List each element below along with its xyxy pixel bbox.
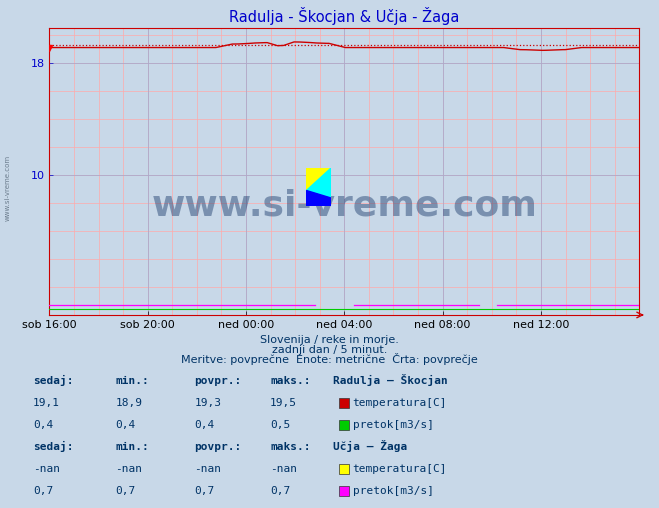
Text: 0,7: 0,7	[194, 486, 215, 496]
Text: zadnji dan / 5 minut.: zadnji dan / 5 minut.	[272, 345, 387, 355]
Text: temperatura[C]: temperatura[C]	[353, 398, 447, 408]
Text: -nan: -nan	[115, 464, 142, 474]
Text: pretok[m3/s]: pretok[m3/s]	[353, 486, 434, 496]
Text: Radulja – Škocjan: Radulja – Škocjan	[333, 373, 447, 386]
Text: sedaj:: sedaj:	[33, 374, 73, 386]
Polygon shape	[306, 190, 331, 206]
Text: maks.:: maks.:	[270, 441, 310, 452]
Text: 0,7: 0,7	[115, 486, 136, 496]
Text: 0,7: 0,7	[33, 486, 53, 496]
Text: 18,9: 18,9	[115, 398, 142, 408]
Text: 19,3: 19,3	[194, 398, 221, 408]
Polygon shape	[306, 168, 331, 198]
Text: min.:: min.:	[115, 375, 149, 386]
Text: -nan: -nan	[270, 464, 297, 474]
Text: min.:: min.:	[115, 441, 149, 452]
Polygon shape	[306, 168, 331, 190]
Text: www.si-vreme.com: www.si-vreme.com	[152, 189, 537, 223]
Text: temperatura[C]: temperatura[C]	[353, 464, 447, 474]
Text: www.si-vreme.com: www.si-vreme.com	[5, 155, 11, 221]
Text: 19,5: 19,5	[270, 398, 297, 408]
Title: Radulja - Škocjan & Učja - Žaga: Radulja - Škocjan & Učja - Žaga	[229, 8, 459, 25]
Text: Meritve: povprečne  Enote: metrične  Črta: povprečje: Meritve: povprečne Enote: metrične Črta:…	[181, 353, 478, 365]
Text: -nan: -nan	[33, 464, 60, 474]
Text: pretok[m3/s]: pretok[m3/s]	[353, 420, 434, 430]
Text: Učja – Žaga: Učja – Žaga	[333, 439, 407, 452]
Text: 0,4: 0,4	[33, 420, 53, 430]
Text: Slovenija / reke in morje.: Slovenija / reke in morje.	[260, 335, 399, 345]
Text: 0,4: 0,4	[115, 420, 136, 430]
Text: -nan: -nan	[194, 464, 221, 474]
Text: 0,4: 0,4	[194, 420, 215, 430]
Text: maks.:: maks.:	[270, 375, 310, 386]
Text: povpr.:: povpr.:	[194, 375, 242, 386]
Text: 19,1: 19,1	[33, 398, 60, 408]
Text: sedaj:: sedaj:	[33, 440, 73, 452]
Text: 0,5: 0,5	[270, 420, 291, 430]
Text: 0,7: 0,7	[270, 486, 291, 496]
Text: povpr.:: povpr.:	[194, 441, 242, 452]
